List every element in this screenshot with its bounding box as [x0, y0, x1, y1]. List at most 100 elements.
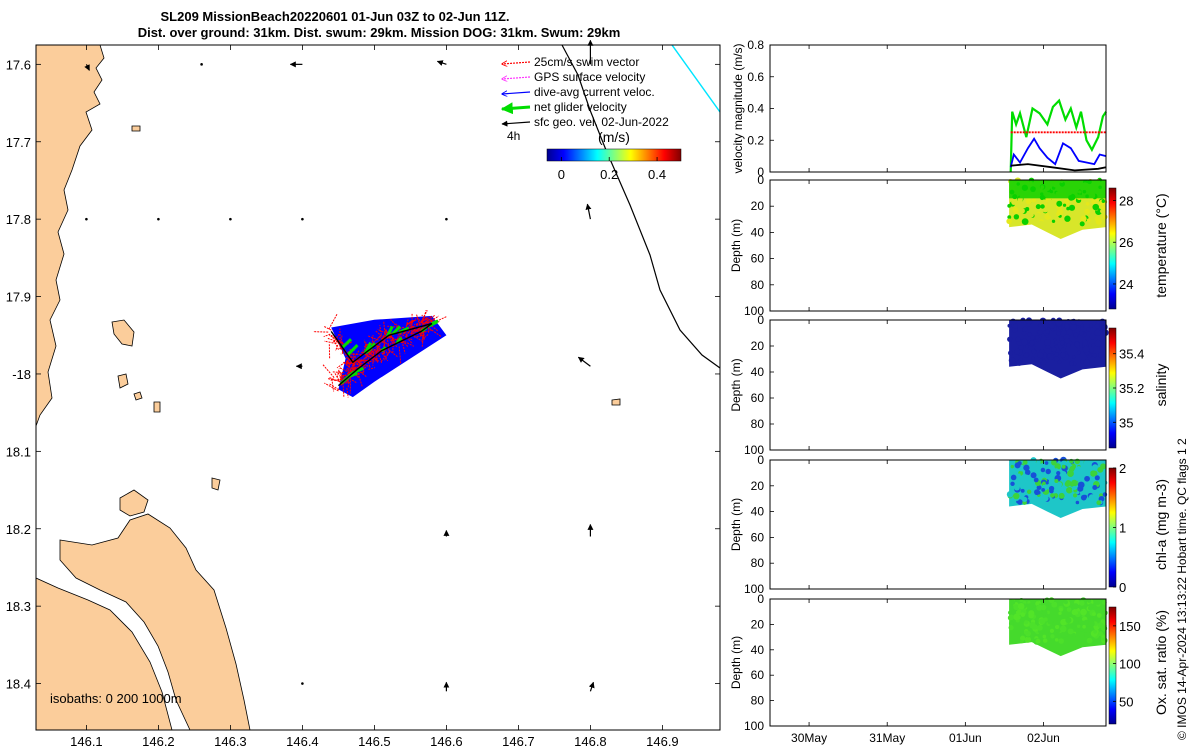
swim-vector: [343, 361, 355, 365]
profile-sample: [1054, 624, 1060, 630]
map-frame: [35, 44, 721, 731]
swim-vector: [346, 387, 349, 398]
swim-vector: [431, 325, 438, 332]
glider-track: [330, 322, 433, 387]
swim-vector: [398, 338, 415, 347]
profile-sample: [1084, 626, 1091, 633]
profile-sample: [1056, 481, 1063, 488]
swim-vector: [384, 351, 390, 361]
swim-vector: [336, 368, 340, 378]
swim-vector: [328, 377, 343, 384]
profile-sample: [1045, 468, 1051, 475]
time-tick-label: 30May: [791, 731, 827, 745]
legend-label: sfc geo. vel. 02-Jun-2022: [534, 115, 669, 129]
colorbar-label: temperature (°C): [1153, 193, 1169, 297]
map-y-tick-label: 17.6: [6, 57, 31, 72]
figure-title-line2: Dist. over ground: 31km. Dist. swum: 29k…: [138, 25, 621, 40]
swim-vector: [366, 349, 379, 360]
colorbar-tick-label: 1: [1119, 521, 1126, 536]
swim-vector: [323, 333, 331, 338]
swim-vector: [404, 329, 408, 336]
panel-temperature: 0 20 40 60 80 100 28 26 24 temperature (°C) Depth …: [729, 173, 1169, 318]
profile-sample: [1010, 464, 1014, 469]
profile-sample: [1054, 352, 1059, 357]
swim-vector: [378, 335, 390, 347]
profile-sample: [1013, 484, 1020, 491]
profile-sample: [1061, 631, 1068, 638]
profile-sample: [1084, 208, 1090, 215]
panel-colorbar: [1108, 187, 1117, 310]
swim-vector: [421, 314, 428, 321]
profile-sample: [1019, 635, 1026, 641]
swim-vector: [349, 378, 358, 384]
profile-sample: [1090, 470, 1097, 477]
profile-sample: [1059, 625, 1067, 633]
panel-frame: [769, 319, 1107, 451]
map-y-tick-label: -18: [12, 367, 31, 382]
profile-sample: [1085, 201, 1090, 206]
profile-sample: [1083, 469, 1087, 474]
swim-vector: [375, 330, 385, 339]
profile-sample: [1066, 329, 1073, 336]
profile-sample: [1058, 638, 1065, 644]
profile-sample: [1023, 474, 1030, 481]
profile-sample: [1087, 605, 1093, 611]
profile-sample: [1042, 481, 1046, 486]
sfc-geo-vector-dot: [301, 217, 304, 221]
map-x-tick-label: 146.4: [286, 734, 319, 749]
profile-sample: [1051, 346, 1057, 353]
profile-sample: [1008, 357, 1016, 364]
profile-sample: [1030, 335, 1036, 340]
swim-vector: [377, 328, 392, 337]
map-y-tick-label: 17.8: [6, 212, 31, 227]
profile-sample: [1025, 198, 1032, 205]
island-1: [111, 319, 135, 347]
swim-vector: [376, 343, 381, 354]
colorbar-tick-label: 0.4: [648, 167, 666, 182]
profile-sample: [1039, 464, 1044, 469]
swim-vector: [433, 315, 448, 324]
map-background: [36, 45, 720, 730]
profile-sample: [1026, 489, 1032, 495]
profile-sample: [1093, 353, 1097, 358]
profile-sample: [1015, 336, 1021, 342]
colorbar-gradient: [546, 148, 682, 162]
profile-sample: [1048, 476, 1053, 481]
profile-sample: [1044, 339, 1051, 346]
swim-vector: [370, 335, 374, 352]
map-colorbar: (m/s) 0 0.2 0.4: [546, 129, 682, 182]
profile-sample: [1012, 639, 1016, 644]
net-glider-vector: [363, 341, 372, 354]
sfc-geo-vector-dot: [229, 217, 232, 221]
y-tick-label: 100: [744, 443, 764, 457]
swim-vector: [415, 325, 429, 331]
profile-sample: [1054, 638, 1059, 642]
island-5: [611, 398, 621, 406]
legend-swatch: [502, 77, 531, 79]
y-tick-label: 20: [751, 479, 765, 493]
swim-vector: [416, 314, 421, 329]
profile-sample: [1072, 603, 1079, 610]
profile-sample: [1072, 493, 1078, 498]
profile-sample: [1067, 628, 1074, 635]
sfc-geo-vector: [436, 60, 447, 66]
map-y-tick-label: 17.7: [6, 135, 31, 150]
profile-sample: [1102, 480, 1108, 486]
profile-sample: [1041, 487, 1046, 492]
colorbar-label: salinity: [1153, 364, 1169, 407]
panel-background: [770, 45, 1106, 172]
profile-sample: [1086, 327, 1091, 332]
profile-sample: [1035, 204, 1041, 210]
island-4: [153, 401, 161, 413]
profile-sample: [1008, 620, 1014, 626]
y-tick-label: 20: [751, 617, 765, 631]
profile-sample: [1094, 339, 1102, 347]
swim-vector: [381, 336, 394, 339]
profile-sample: [1069, 362, 1074, 367]
land-layer: [36, 45, 621, 730]
profile-sample: [1037, 329, 1043, 335]
profile-sample: [1074, 610, 1079, 615]
swim-vector: [331, 378, 335, 392]
y-tick-label: 60: [751, 391, 765, 405]
